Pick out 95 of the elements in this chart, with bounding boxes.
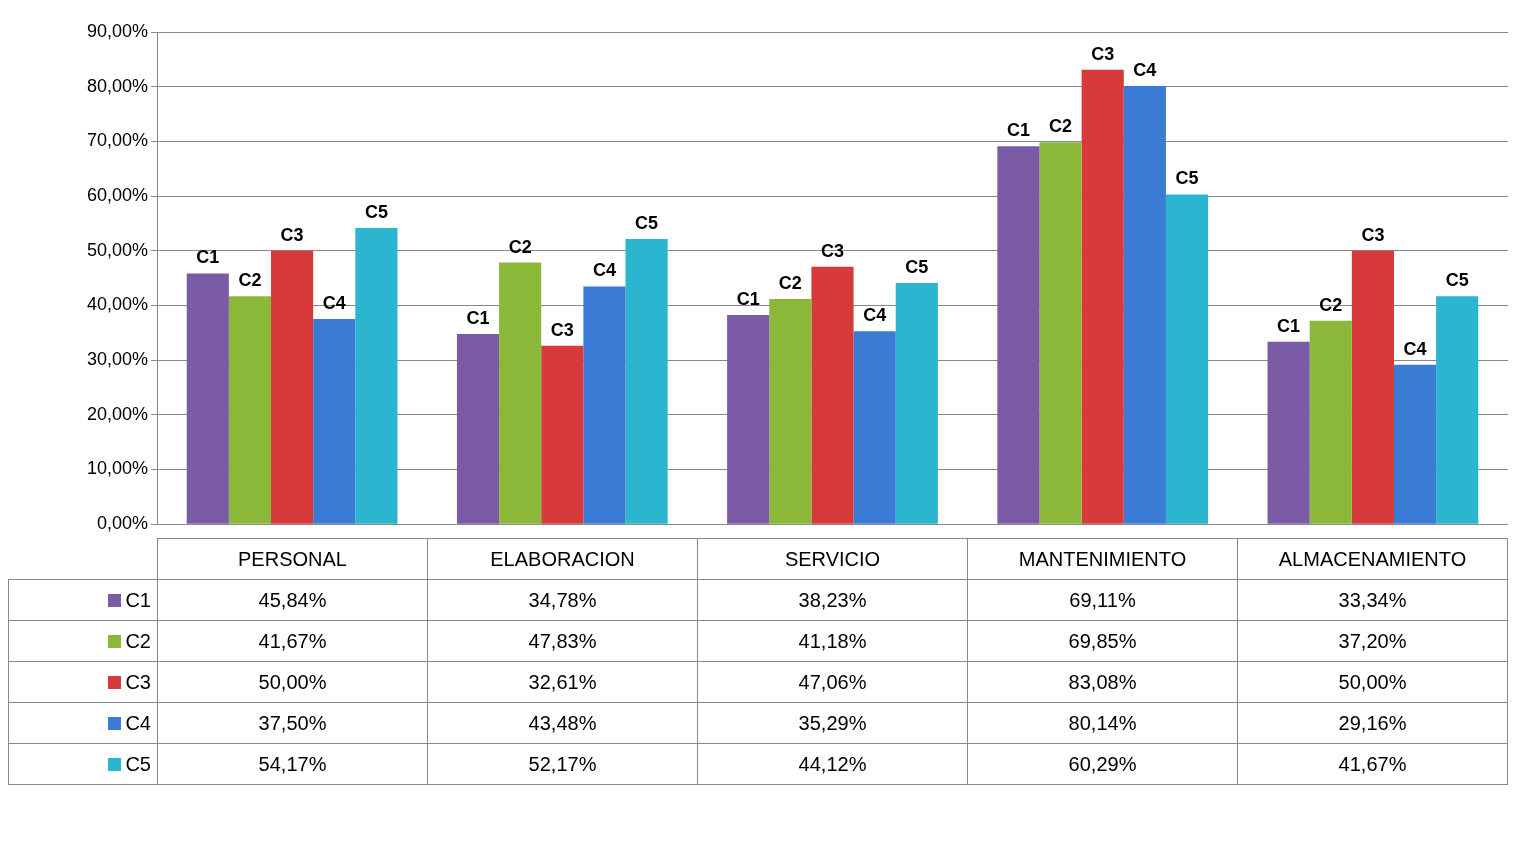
bar [1309, 320, 1352, 524]
text: C4 [863, 305, 887, 326]
data-label: 45,84% [157, 579, 428, 621]
data-label: 50,00% [1237, 661, 1508, 703]
data-label: 80,14% [967, 702, 1238, 744]
bar [228, 296, 272, 524]
text: C1 [1006, 120, 1030, 141]
y-tick-label: 20,00% [86, 403, 148, 424]
bar [769, 298, 812, 524]
text: C3 [1091, 43, 1115, 64]
text: C3 [550, 319, 574, 340]
y-tick-label: 30,00% [86, 349, 148, 370]
bar [1039, 142, 1082, 524]
legend-label: C5 [8, 743, 158, 785]
x-tick-label: MANTENIMIENTO [967, 538, 1238, 580]
data-label: 38,23% [697, 579, 968, 621]
data-label: 43,48% [427, 702, 698, 744]
legend-label: C3 [8, 661, 158, 703]
y-tick-label: 60,00% [86, 185, 148, 206]
y-tick-label: 90,00% [86, 20, 148, 41]
bar [895, 282, 938, 524]
bar [186, 273, 229, 524]
text: C3 [1361, 224, 1385, 245]
bar [1081, 69, 1124, 524]
data-label: 60,29% [967, 743, 1238, 785]
bar [1267, 341, 1310, 524]
bar [313, 319, 356, 524]
x-tick-label: SERVICIO [697, 538, 968, 580]
text: C4 [322, 293, 346, 314]
bar [1123, 85, 1166, 524]
text: C2 [778, 272, 802, 293]
data-label: 54,17% [157, 743, 428, 785]
bar [541, 345, 584, 524]
text: C2 [1319, 294, 1343, 315]
data-label: 69,85% [967, 620, 1238, 662]
y-tick-label: 70,00% [86, 130, 148, 151]
text: C2 [508, 236, 532, 257]
text: C4 [592, 260, 616, 281]
data-label: 34,78% [427, 579, 698, 621]
text: C1 [466, 307, 490, 328]
text: C3 [280, 224, 304, 245]
bar [625, 238, 668, 524]
data-label: 50,00% [157, 661, 428, 703]
x-tick-label: ALMACENAMIENTO [1237, 538, 1508, 580]
text: C5 [905, 256, 929, 277]
text: C1 [196, 247, 220, 268]
bar [997, 146, 1040, 524]
data-label: 41,18% [697, 620, 968, 662]
bar [1165, 194, 1209, 524]
data-label: 41,67% [157, 620, 428, 662]
text: C2 [238, 270, 262, 291]
data-label: 44,12% [697, 743, 968, 785]
bar [499, 262, 542, 524]
bar [355, 227, 398, 524]
text: C1 [736, 289, 760, 310]
bar [1436, 296, 1479, 524]
data-label: 35,29% [697, 702, 968, 744]
text: C4 [1133, 59, 1157, 80]
y-tick-label: 80,00% [86, 75, 148, 96]
text: C3 [820, 240, 845, 261]
text: C5 [635, 212, 659, 233]
legend-label: C2 [8, 620, 158, 662]
data-label: 37,50% [157, 702, 428, 744]
text: C5 [1175, 168, 1199, 189]
y-tick-label: 0,00% [96, 513, 148, 534]
bar [727, 315, 770, 524]
data-label: 47,83% [427, 620, 698, 662]
text: C5 [1445, 270, 1469, 291]
data-label: 41,67% [1237, 743, 1508, 785]
bar [583, 286, 626, 524]
x-tick-label: PERSONAL [157, 538, 428, 580]
bar [853, 331, 896, 524]
y-tick-label: 10,00% [86, 458, 148, 479]
y-tick-label: 40,00% [86, 294, 148, 315]
data-label: 32,61% [427, 661, 698, 703]
text: C5 [364, 201, 388, 222]
legend-label: C1 [8, 579, 158, 621]
x-tick-label: ELABORACION [427, 538, 698, 580]
legend-label: C4 [8, 702, 158, 744]
data-label: 29,16% [1237, 702, 1508, 744]
data-label: 47,06% [697, 661, 968, 703]
bar [271, 250, 314, 524]
data-label: 33,34% [1237, 579, 1508, 621]
bar [811, 266, 854, 524]
text: C1 [1277, 315, 1301, 336]
data-label: 69,11% [967, 579, 1238, 621]
y-tick-label: 50,00% [86, 239, 148, 260]
bar [1351, 250, 1394, 524]
text: C4 [1403, 338, 1427, 359]
bar [1393, 364, 1437, 524]
data-label: 52,17% [427, 743, 698, 785]
text: C2 [1049, 116, 1073, 137]
bar [456, 333, 500, 524]
data-label: 37,20% [1237, 620, 1508, 662]
data-label: 83,08% [967, 661, 1238, 703]
